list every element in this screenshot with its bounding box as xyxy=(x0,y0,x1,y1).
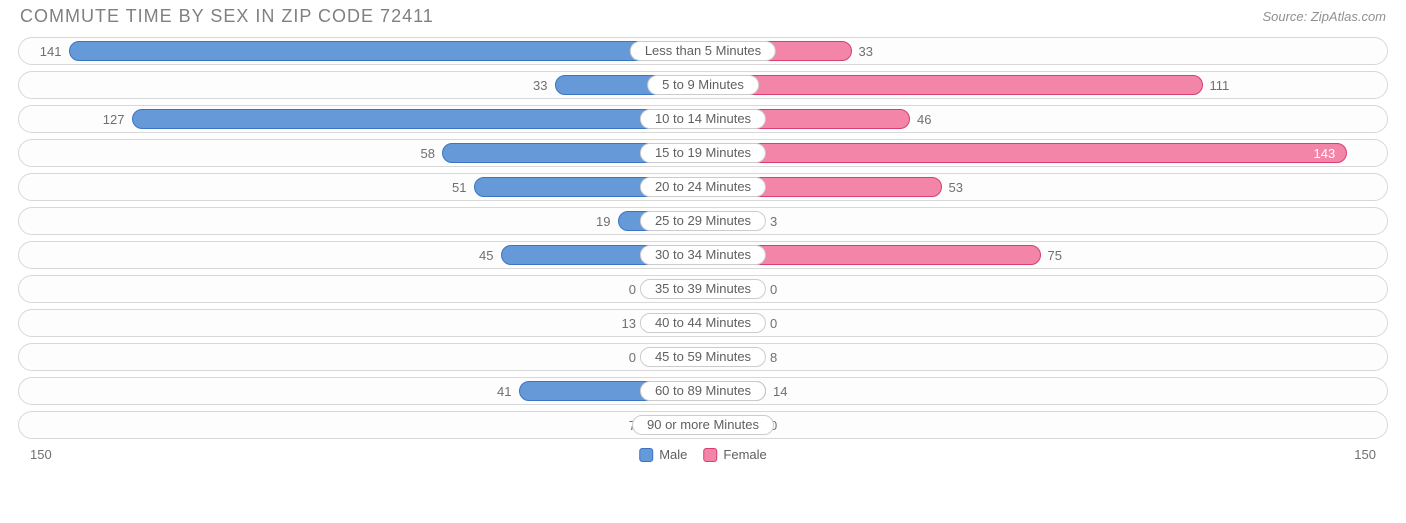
chart-plot-area: 14133Less than 5 Minutes331115 to 9 Minu… xyxy=(0,33,1406,439)
female-value: 8 xyxy=(770,344,777,371)
male-value: 127 xyxy=(103,106,125,133)
male-value: 58 xyxy=(421,140,435,167)
chart-row: 0 035 to 39 Minutes xyxy=(18,275,1388,303)
female-value: 0 xyxy=(770,310,777,337)
chart-row: 13 040 to 44 Minutes xyxy=(18,309,1388,337)
female-value: 0 xyxy=(770,276,777,303)
chart-row: 7090 or more Minutes xyxy=(18,411,1388,439)
male-value: 0 xyxy=(629,276,636,303)
chart-row: 45 75 30 to 34 Minutes xyxy=(18,241,1388,269)
axis-right-max: 150 xyxy=(1354,447,1376,462)
category-label: 90 or more Minutes xyxy=(632,415,774,435)
male-value: 33 xyxy=(533,72,547,99)
legend-label: Male xyxy=(659,447,687,462)
female-value: 75 xyxy=(1048,242,1062,269)
female-value: 33 xyxy=(859,38,873,65)
category-label: 15 to 19 Minutes xyxy=(640,143,766,163)
chart-row: 0 845 to 59 Minutes xyxy=(18,343,1388,371)
female-value: 3 xyxy=(770,208,777,235)
female-value: 53 xyxy=(949,174,963,201)
chart-header: COMMUTE TIME BY SEX IN ZIP CODE 72411 So… xyxy=(0,0,1406,33)
category-label: 45 to 59 Minutes xyxy=(640,347,766,367)
legend-label: Female xyxy=(723,447,766,462)
male-value: 45 xyxy=(479,242,493,269)
chart-row: 58 143 15 to 19 Minutes xyxy=(18,139,1388,167)
female-value: 143 xyxy=(1314,140,1336,167)
female-bar xyxy=(703,143,1347,163)
chart-row: 33 111 5 to 9 Minutes xyxy=(18,71,1388,99)
male-bar xyxy=(132,109,704,129)
male-value: 0 xyxy=(629,344,636,371)
male-value: 141 xyxy=(40,38,62,65)
axis-left-max: 150 xyxy=(30,447,52,462)
male-value: 51 xyxy=(452,174,466,201)
chart-row: 19 325 to 29 Minutes xyxy=(18,207,1388,235)
category-label: Less than 5 Minutes xyxy=(630,41,776,61)
female-bar xyxy=(703,75,1203,95)
category-label: 5 to 9 Minutes xyxy=(647,75,759,95)
female-value: 111 xyxy=(1210,72,1230,99)
chart-row: 141 33 Less than 5 Minutes xyxy=(18,37,1388,65)
category-label: 40 to 44 Minutes xyxy=(640,313,766,333)
category-label: 10 to 14 Minutes xyxy=(640,109,766,129)
category-label: 60 to 89 Minutes xyxy=(640,381,766,401)
male-value: 19 xyxy=(596,208,610,235)
category-label: 35 to 39 Minutes xyxy=(640,279,766,299)
legend-item: Male xyxy=(639,447,687,462)
chart-row: 51 53 20 to 24 Minutes xyxy=(18,173,1388,201)
chart-title: COMMUTE TIME BY SEX IN ZIP CODE 72411 xyxy=(20,6,434,27)
category-label: 20 to 24 Minutes xyxy=(640,177,766,197)
male-value: 41 xyxy=(497,378,511,405)
chart-legend: Male Female xyxy=(639,447,767,462)
legend-item: Female xyxy=(703,447,766,462)
male-bar xyxy=(69,41,704,61)
legend-swatch xyxy=(703,448,717,462)
female-value: 46 xyxy=(917,106,931,133)
category-label: 30 to 34 Minutes xyxy=(640,245,766,265)
chart-row: 41 14 60 to 89 Minutes xyxy=(18,377,1388,405)
chart-row: 127 46 10 to 14 Minutes xyxy=(18,105,1388,133)
legend-swatch xyxy=(639,448,653,462)
category-label: 25 to 29 Minutes xyxy=(640,211,766,231)
female-value: 14 xyxy=(773,378,787,405)
chart-footer: 150 Male Female 150 xyxy=(0,445,1406,462)
male-value: 13 xyxy=(622,310,636,337)
chart-source: Source: ZipAtlas.com xyxy=(1262,9,1386,24)
